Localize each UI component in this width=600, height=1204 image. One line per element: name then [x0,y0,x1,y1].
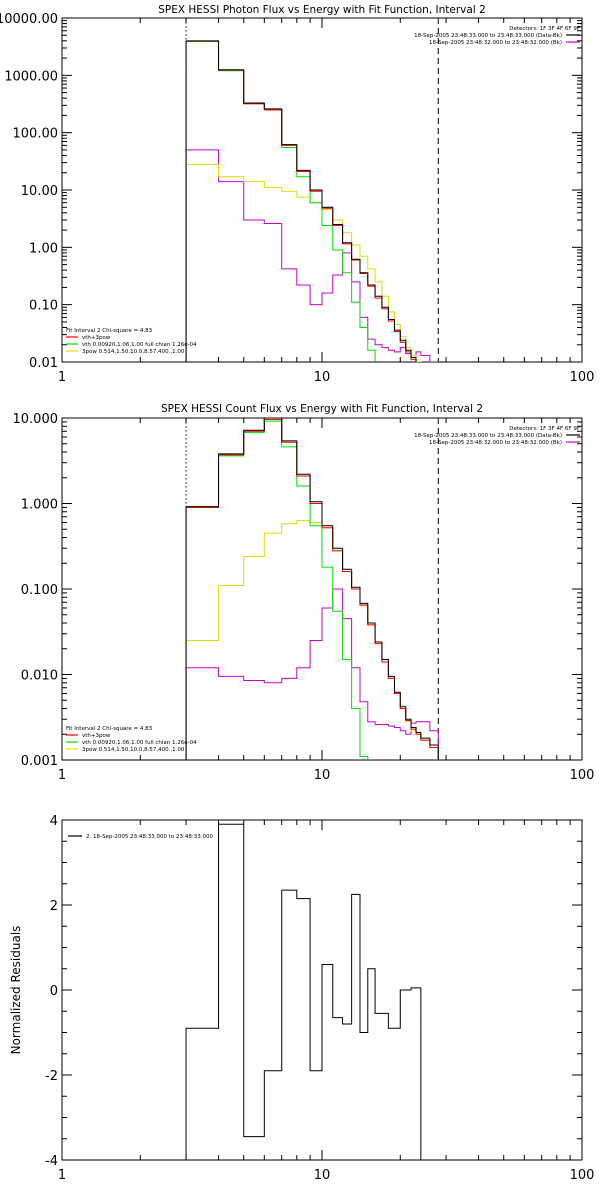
y-tick-label: -4 [45,1154,58,1169]
legend-left-entry-label: 3pow 0.514,1.50,10.0,8.57,400.,1.00 [82,349,185,355]
x-tick-label: 1 [58,768,66,783]
x-tick-label: 1 [58,1168,66,1183]
series-3-histogram [185,520,439,760]
count-flux-title: SPEX HESSI Count Flux vs Energy with Fit… [161,403,483,415]
photon-flux-panel: SPEX HESSI Photon Flux vs Energy with Fi… [0,4,595,385]
legend-right-entry-label: 18-Sep-2005 23:48:32.000 to 23:48:32.000… [429,40,562,46]
legend-left-entry-label: vth 0.00920,1.06,1.00 full chian 1.26e-0… [82,342,197,348]
count-flux-panel: SPEX HESSI Count Flux vs Energy with Fit… [13,403,595,783]
y-tick-label: 0.001 [21,754,58,769]
x-tick-label: 10 [314,1168,331,1183]
legend-left-entry-label: vth+3pow [82,733,111,739]
y-tick-label: 0.10 [29,299,58,314]
y-tick-label: 10000.00 [0,12,58,27]
series-1-histogram [185,419,439,760]
legend-detectors-text: Detectors: 1F 3F 4F 6F 9F [509,26,580,32]
y-tick-label: 4 [50,814,58,829]
legend-entry-label: 2. 18-Sep-2005 23:48:33.000 to 23:48:33.… [86,834,213,840]
series-0-histogram [185,418,439,760]
y-tick-label: 1.000 [21,498,58,513]
y-tick-label: -2 [45,1069,58,1084]
y-tick-label: 1000.00 [4,69,58,84]
x-tick-label: 100 [570,768,595,783]
residuals-panel: Normalized Residuals 1 10 100 -4 -2 0 2 4 2. 18-… [9,814,594,1183]
y-tick-label: 1.00 [29,241,58,256]
photon-flux-title: SPEX HESSI Photon Flux vs Energy with Fi… [158,4,486,16]
legend-right-entry-label: 18-Sep-2005 23:48:32.000 to 23:48:32.000… [429,440,562,446]
x-tick-label: 100 [570,1168,595,1183]
series-3-histogram [185,163,422,362]
legend-left-entry-label: vth+3pow [82,335,111,341]
legend-detectors-text: Detectors: 1F 3F 4F 6F 9F [509,426,580,432]
legend-fit-header-text: Fit Interval 2 Chi-square = 4.83 [66,328,153,334]
y-tick-label: 0 [50,984,58,999]
y-tick-label: 10.000 [13,412,59,427]
x-tick-label: 10 [314,768,331,783]
x-tick-label: 10 [314,370,331,385]
legend-right-entry-label: 18-Sep-2005 23:48:33.000 to 23:48:33.000… [414,433,562,439]
y-tick-label: 0.010 [21,669,58,684]
y-tick-label: 2 [50,899,58,914]
legend-left-entry-label: vth 0.00920,1.06,1.00 full chian 1.26e-0… [82,740,197,746]
y-tick-label: 100.00 [13,127,59,142]
residuals-ylabel: Normalized Residuals [9,926,23,1055]
series-0-histogram [185,40,417,362]
series-1-histogram [185,40,417,362]
x-tick-label: 100 [570,370,595,385]
y-tick-label: 0.100 [21,583,58,598]
legend-left-entry-label: 3pow 0.514,1.50,10.0,8.57,400.,1.00 [82,747,185,753]
legend-fit-header-text: Fit Interval 2 Chi-square = 4.83 [66,726,153,732]
series-0-histogram [185,823,422,1160]
legend-right-entry-label: 18-Sep-2005 23:48:33.000 to 23:48:33.000… [414,33,562,39]
y-tick-label: 0.01 [29,356,58,371]
x-tick-label: 1 [58,370,66,385]
y-tick-label: 10.00 [21,184,58,199]
